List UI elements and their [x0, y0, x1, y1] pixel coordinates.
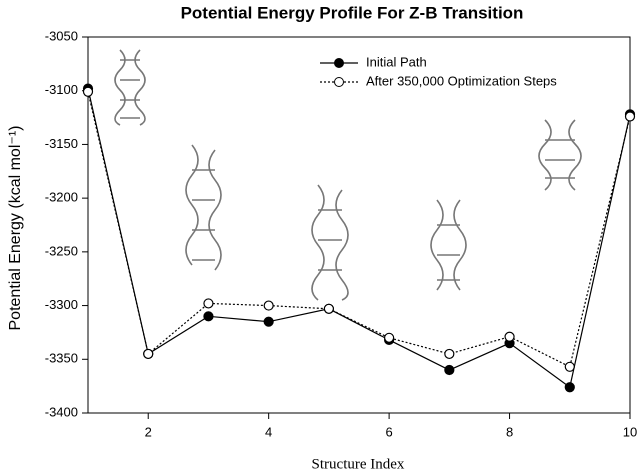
data-point: [263, 316, 274, 327]
legend-marker: [334, 77, 344, 87]
data-point: [323, 303, 334, 314]
y-tick-label: -3050: [45, 28, 78, 43]
data-point: [263, 300, 274, 311]
y-tick-label: -3300: [45, 297, 78, 312]
data-point: [143, 348, 154, 360]
y-tick-label: -3100: [45, 82, 78, 97]
x-tick-label: 4: [265, 424, 272, 439]
data-point: [82, 86, 94, 97]
series-line: [87, 88, 631, 389]
legend-marker: [334, 58, 344, 68]
x-tick-label: 8: [506, 424, 513, 439]
legend-label: After 350,000 Optimization Steps: [366, 73, 557, 88]
y-axis-label: Potential Energy (kcal mol⁻¹): [7, 126, 24, 331]
series-line: [87, 91, 631, 368]
data-point: [203, 311, 214, 322]
x-tick-label: 6: [385, 424, 392, 439]
data-point: [624, 111, 636, 122]
data-point: [564, 361, 575, 372]
y-tick-label: -3150: [45, 136, 78, 151]
data-point: [564, 382, 575, 393]
plot-frame: [87, 36, 631, 414]
data-point: [384, 332, 395, 343]
structure-images: [114, 49, 582, 301]
y-tick-label: -3350: [45, 351, 78, 366]
y-tick-label: -3200: [45, 190, 78, 205]
x-axis-label: Structure Index: [312, 456, 405, 472]
y-tick-label: -3250: [45, 243, 78, 258]
y-tick-label: -3400: [45, 404, 78, 419]
chart-title: Potential Energy Profile For Z-B Transit…: [181, 3, 524, 22]
x-tick-label: 2: [145, 424, 152, 439]
x-tick-label: 10: [623, 424, 637, 439]
data-point: [504, 331, 515, 342]
data-point: [444, 364, 455, 376]
data-point: [203, 298, 214, 309]
legend-label: Initial Path: [366, 54, 427, 69]
data-point: [444, 348, 455, 360]
